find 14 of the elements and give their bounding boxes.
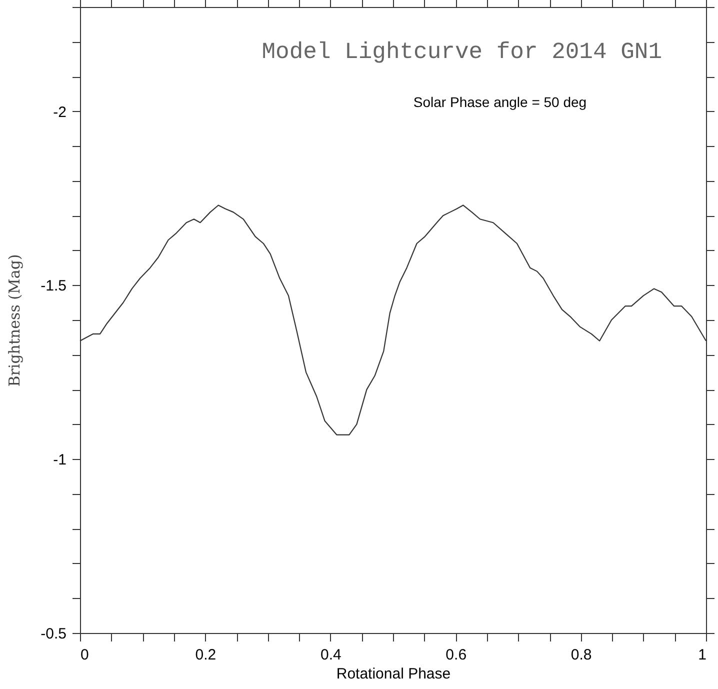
x-tick-label: 0.6 (446, 646, 467, 664)
y-tick-label: -1.5 (40, 278, 66, 295)
y-axis-title: Brightness (Mag) (6, 254, 24, 387)
x-tick-label: 0.8 (570, 646, 592, 664)
x-tick-label: 0.2 (195, 646, 216, 664)
y-tick-label: -0.5 (40, 626, 66, 642)
x-tick-label: 1 (698, 646, 706, 664)
text: Model Lightcurve for 2014 GN1 (262, 39, 662, 65)
y-tick-label: -2 (53, 104, 66, 121)
x-tick-label: 0.4 (320, 646, 342, 664)
text: Solar Phase angle = 50 deg (413, 94, 587, 110)
x-tick-label: 0 (80, 646, 89, 664)
y-tick-label: -1 (53, 452, 66, 469)
x-axis-title: Rotational Phase (336, 666, 451, 682)
